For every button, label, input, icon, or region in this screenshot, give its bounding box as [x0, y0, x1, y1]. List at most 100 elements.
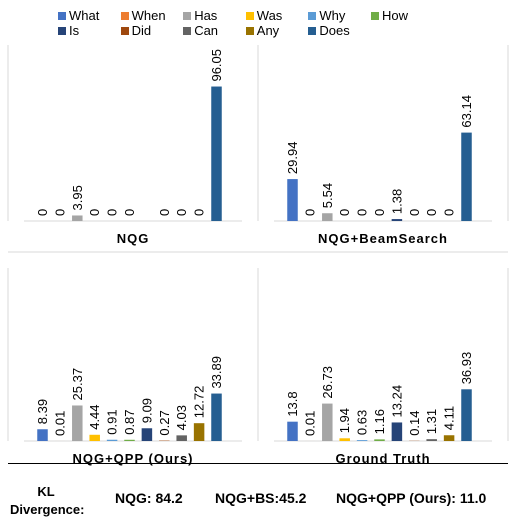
legend-item-how: How — [370, 8, 434, 23]
legend-item-has: Has — [183, 8, 246, 23]
data-label: 4.11 — [442, 406, 457, 430]
kl-value-nqg: NQG: 84.2 — [115, 490, 183, 506]
data-label: 0.01 — [52, 411, 67, 436]
data-label: 3.95 — [70, 185, 85, 210]
legend: What When Has Was Why How Is Did — [58, 8, 498, 38]
data-label: 4.44 — [87, 404, 102, 429]
data-label: 0 — [192, 209, 207, 216]
kl-value-nqg-qpp: NQG+QPP (Ours): 11.0 — [336, 490, 487, 506]
data-label: 0 — [157, 209, 172, 216]
legend-swatch — [58, 11, 66, 20]
divider-rule — [8, 463, 508, 464]
data-label: 29.94 — [285, 142, 300, 175]
bar-how — [124, 439, 135, 441]
bar-can — [426, 439, 437, 441]
data-label: 5.54 — [320, 183, 335, 208]
data-label: 13.24 — [389, 385, 404, 418]
data-label: 0 — [122, 209, 137, 216]
data-label: 96.05 — [209, 49, 224, 82]
data-label: 0.14 — [407, 410, 422, 435]
data-label: 0.63 — [355, 410, 370, 435]
chart-title: Ground Truth — [335, 451, 430, 466]
data-label: 0 — [337, 209, 352, 216]
legend-item-any: Any — [245, 23, 309, 38]
legend-row: What When Has Was Why How — [58, 8, 498, 23]
legend-label: Does — [319, 23, 350, 38]
legend-item-is: Is — [58, 23, 121, 38]
bar-what — [37, 429, 48, 441]
bar-what — [287, 179, 298, 221]
data-label: 0 — [302, 209, 317, 216]
kl-divergence-label: KL Divergence: — [10, 484, 85, 517]
legend-item-what: What — [58, 8, 121, 23]
legend-label: Did — [131, 23, 152, 38]
data-label: 0 — [52, 209, 67, 216]
bar-is — [391, 219, 403, 221]
bar-any — [193, 423, 205, 441]
data-label: 33.89 — [209, 356, 224, 389]
legend-swatch — [58, 26, 66, 35]
legend-label: When — [131, 8, 166, 23]
data-label: 0 — [424, 209, 439, 216]
data-label: 36.93 — [459, 352, 474, 385]
legend-item-when: When — [120, 8, 184, 23]
data-label: 13.8 — [285, 391, 300, 416]
legend-item-was: Was — [245, 8, 309, 23]
data-label: 0.91 — [105, 409, 120, 434]
legend-label: How — [381, 8, 408, 23]
legend-label: Why — [319, 8, 346, 23]
chart-title: NQG+QPP (Ours) — [72, 451, 193, 466]
data-label: 0 — [355, 209, 370, 216]
data-label: 1.94 — [337, 408, 352, 433]
legend-label: Is — [69, 23, 80, 38]
legend-swatch — [120, 26, 129, 35]
data-label: 1.16 — [372, 409, 387, 434]
data-label: 0 — [407, 209, 422, 216]
legend-swatch — [308, 11, 317, 20]
legend-swatch — [308, 26, 317, 35]
data-label: 26.73 — [320, 366, 335, 399]
kl-value-nqg-bs: NQG+BS:45.2 — [215, 490, 307, 506]
data-label: 4.03 — [174, 405, 189, 430]
chart-title: NQG — [117, 231, 150, 246]
data-label: 0 — [35, 209, 50, 216]
bar-was — [339, 438, 350, 441]
legend-item-can: Can — [183, 23, 246, 38]
data-label: 9.09 — [139, 398, 154, 423]
bar-has — [72, 215, 83, 221]
legend-swatch — [245, 11, 254, 20]
bar-why — [106, 439, 118, 441]
legend-item-did: Did — [120, 23, 184, 38]
data-label: 1.38 — [389, 189, 404, 214]
legend-swatch — [370, 11, 379, 20]
bar-any — [443, 435, 455, 441]
legend-label: What — [69, 8, 100, 23]
bar-was — [89, 434, 100, 441]
legend-item-why: Why — [308, 8, 371, 23]
data-label: 0.27 — [157, 410, 172, 435]
data-label: 0 — [372, 209, 387, 216]
legend-label: Was — [256, 8, 283, 23]
bar-is — [141, 428, 153, 441]
bar-how — [374, 439, 385, 441]
bar-does — [211, 393, 222, 441]
data-label: 0 — [174, 209, 189, 216]
data-label: 1.31 — [424, 409, 439, 434]
bar-does — [461, 389, 472, 441]
data-label: 8.39 — [35, 399, 50, 424]
data-label: 12.72 — [192, 386, 207, 419]
bar-has — [72, 405, 83, 441]
data-label: 0.87 — [122, 409, 137, 434]
legend-swatch — [245, 26, 254, 35]
bar-has — [322, 403, 333, 441]
chart-title: NQG+BeamSearch — [318, 231, 448, 246]
data-label: 25.37 — [70, 368, 85, 401]
legend-row: Is Did Can Any Does — [58, 23, 498, 38]
bar-does — [211, 86, 222, 221]
bar-has — [322, 213, 333, 221]
